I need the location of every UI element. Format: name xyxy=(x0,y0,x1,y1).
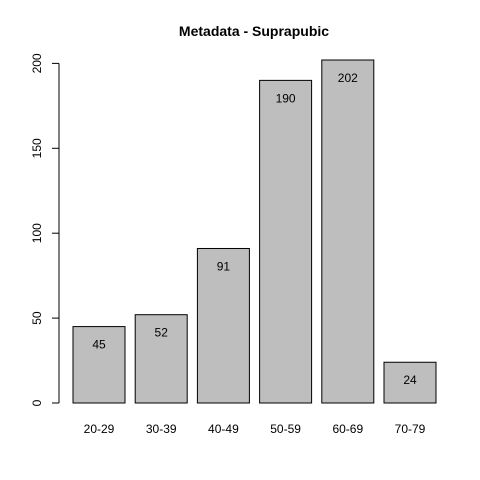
x-category-label: 40-49 xyxy=(208,422,239,436)
x-category-label: 50-59 xyxy=(270,422,301,436)
bar-value-label: 45 xyxy=(92,338,106,352)
bar-30-39 xyxy=(134,314,188,404)
x-axis-labels: 20-29 30-39 40-49 50-59 60-69 70-79 xyxy=(84,422,426,436)
x-category-label: 60-69 xyxy=(332,422,363,436)
x-category-label: 30-39 xyxy=(146,422,177,436)
x-category-label: 70-79 xyxy=(395,422,426,436)
bar-70-79 xyxy=(383,361,437,404)
y-tick-label: 200 xyxy=(30,53,44,73)
chart-title: Metadata - Suprapubic xyxy=(179,23,329,39)
y-tick-label: 150 xyxy=(30,138,44,158)
bar-60-69 xyxy=(321,59,375,404)
y-axis: 0 50 100 150 200 xyxy=(30,53,60,406)
bar-40-49 xyxy=(196,247,250,404)
bar-value-label: 24 xyxy=(403,373,417,387)
y-tick-label: 0 xyxy=(30,399,44,406)
bar-50-59 xyxy=(259,79,313,404)
y-tick-label: 50 xyxy=(30,311,44,325)
bars: 45 52 91 190 202 24 xyxy=(72,59,437,404)
bar-value-label: 52 xyxy=(155,326,169,340)
bar-value-label: 190 xyxy=(276,91,296,105)
bar-20-29 xyxy=(72,326,126,404)
x-category-label: 20-29 xyxy=(84,422,115,436)
y-tick-label: 100 xyxy=(30,223,44,243)
bar-value-label: 202 xyxy=(338,71,358,85)
bar-value-label: 91 xyxy=(217,259,231,273)
